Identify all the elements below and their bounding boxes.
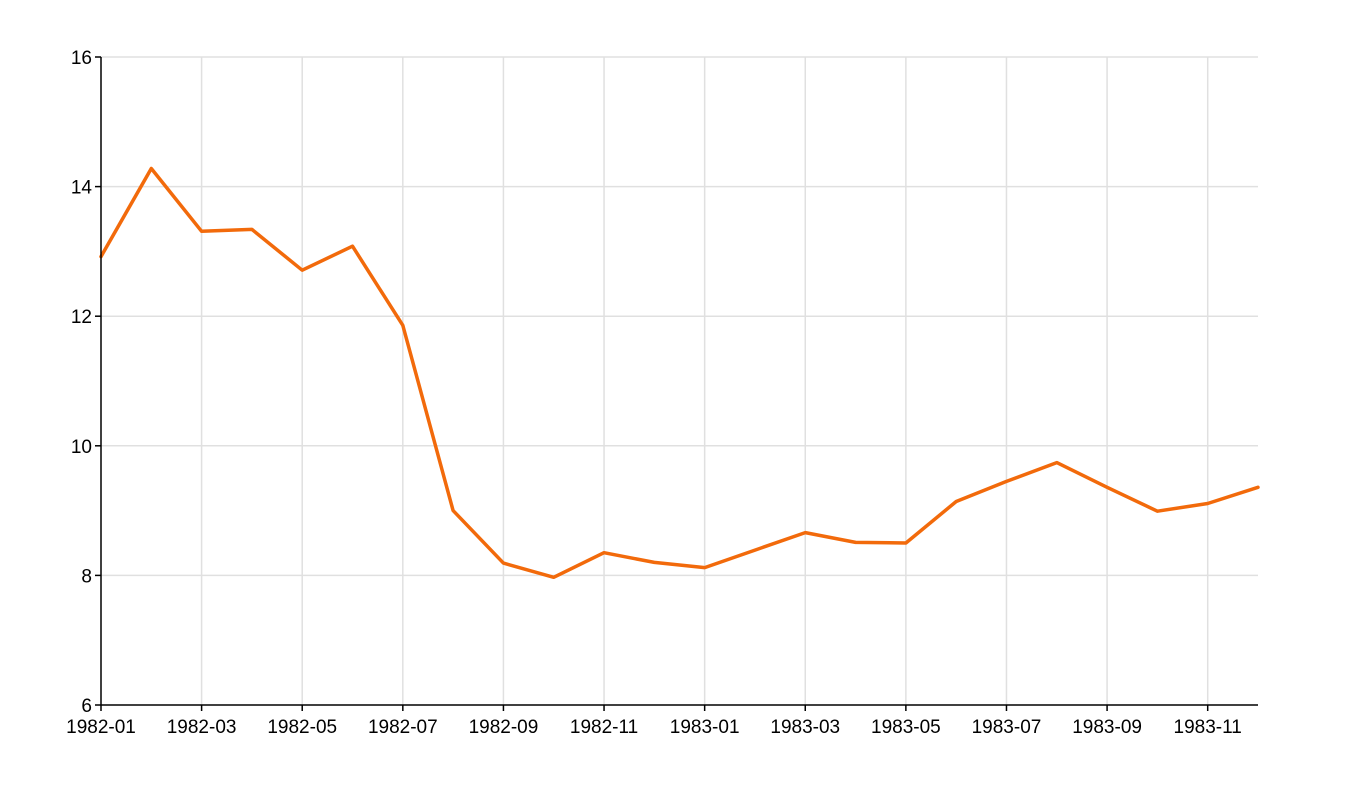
series-layer [99, 166, 1260, 580]
y-tick-label: 10 [71, 437, 92, 458]
y-tick-label: 6 [81, 696, 92, 717]
x-tick-label: 1982-01 [66, 717, 136, 738]
grid-lines [101, 56, 1258, 705]
axes [95, 56, 1258, 711]
x-tick-label: 1982-07 [368, 717, 438, 738]
y-tick-label: 12 [71, 307, 92, 328]
y-tick-label: 16 [71, 48, 92, 69]
x-tick-label: 1982-03 [167, 717, 237, 738]
x-tick-label: 1983-09 [1072, 717, 1142, 738]
x-tick-label: 1983-11 [1174, 717, 1242, 738]
x-tick-label: 1983-01 [670, 717, 740, 738]
series-line [99, 166, 1260, 580]
x-tick-label: 1983-07 [972, 717, 1042, 738]
x-tick-label: 1982-05 [267, 717, 337, 738]
x-tick-label: 1982-11 [570, 717, 638, 738]
x-tick-label: 1982-09 [469, 717, 539, 738]
x-tick-label: 1983-03 [770, 717, 840, 738]
tick-labels: 1982-01 1982-03 1982-05 1982-07 1982-09 1982-… [66, 48, 1242, 738]
x-tick-label: 1983-05 [871, 717, 941, 738]
y-tick-label: 14 [71, 178, 93, 199]
y-tick-label: 8 [81, 566, 92, 587]
